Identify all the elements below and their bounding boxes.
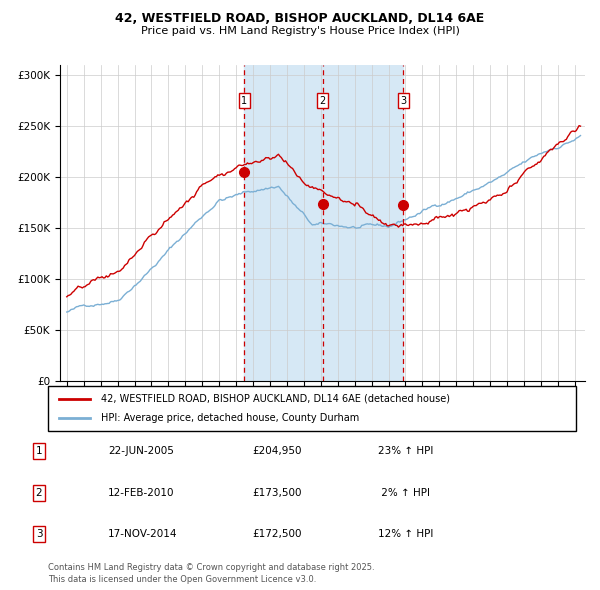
- Text: 42, WESTFIELD ROAD, BISHOP AUCKLAND, DL14 6AE: 42, WESTFIELD ROAD, BISHOP AUCKLAND, DL1…: [115, 12, 485, 25]
- Text: 2% ↑ HPI: 2% ↑ HPI: [378, 488, 430, 497]
- Text: 12% ↑ HPI: 12% ↑ HPI: [378, 529, 433, 539]
- Text: 42, WESTFIELD ROAD, BISHOP AUCKLAND, DL14 6AE (detached house): 42, WESTFIELD ROAD, BISHOP AUCKLAND, DL1…: [101, 394, 450, 404]
- Text: 1: 1: [241, 96, 247, 106]
- Text: 12-FEB-2010: 12-FEB-2010: [108, 488, 175, 497]
- Text: 3: 3: [400, 96, 407, 106]
- Text: 3: 3: [35, 529, 43, 539]
- Text: 17-NOV-2014: 17-NOV-2014: [108, 529, 178, 539]
- Text: £173,500: £173,500: [252, 488, 302, 497]
- Text: 23% ↑ HPI: 23% ↑ HPI: [378, 447, 433, 456]
- Text: £172,500: £172,500: [252, 529, 302, 539]
- Text: 2: 2: [320, 96, 326, 106]
- Text: HPI: Average price, detached house, County Durham: HPI: Average price, detached house, Coun…: [101, 414, 359, 423]
- Text: Price paid vs. HM Land Registry's House Price Index (HPI): Price paid vs. HM Land Registry's House …: [140, 26, 460, 35]
- Text: Contains HM Land Registry data © Crown copyright and database right 2025.: Contains HM Land Registry data © Crown c…: [48, 563, 374, 572]
- Bar: [244, 65, 403, 381]
- Text: £204,950: £204,950: [252, 447, 302, 456]
- Text: This data is licensed under the Open Government Licence v3.0.: This data is licensed under the Open Gov…: [48, 575, 316, 584]
- Text: 1: 1: [35, 447, 43, 456]
- Text: 22-JUN-2005: 22-JUN-2005: [108, 447, 174, 456]
- FancyBboxPatch shape: [48, 386, 576, 431]
- Text: 2: 2: [35, 488, 43, 497]
